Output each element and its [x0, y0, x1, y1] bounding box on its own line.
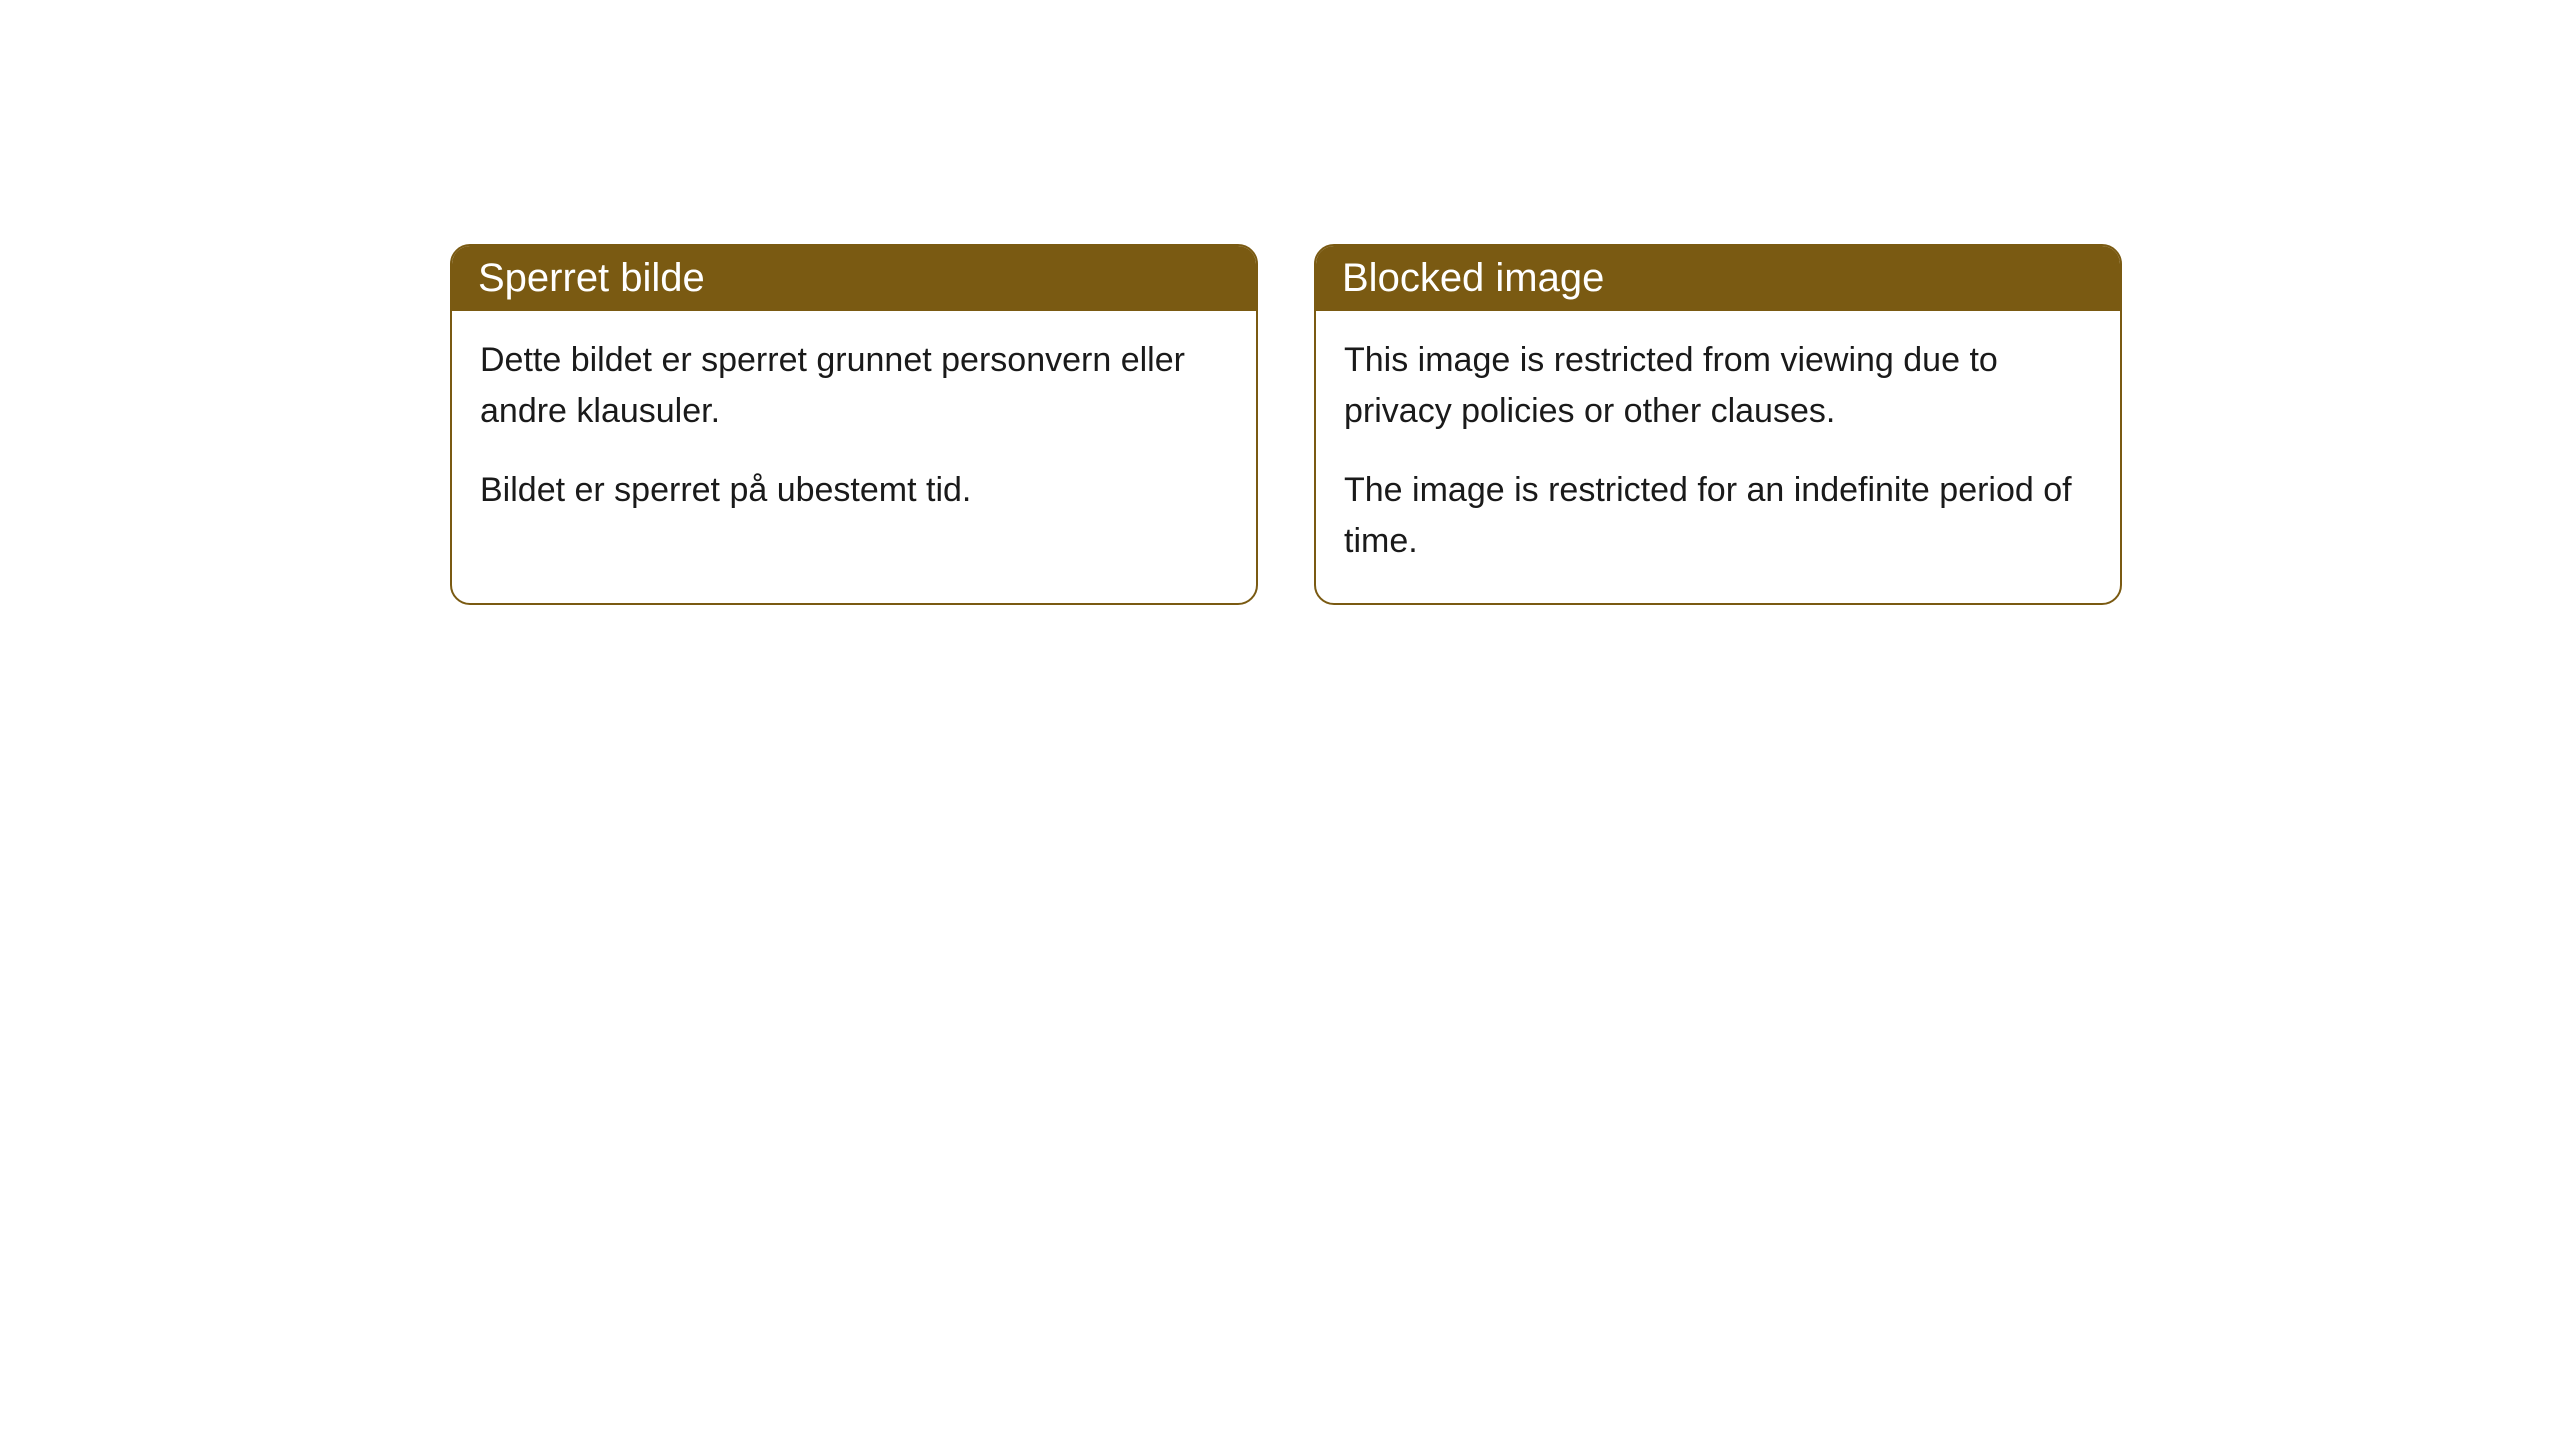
card-paragraph: The image is restricted for an indefinit…: [1344, 465, 2092, 567]
card-paragraph: Dette bildet er sperret grunnet personve…: [480, 335, 1228, 437]
card-body: This image is restricted from viewing du…: [1316, 311, 2120, 603]
notice-container: Sperret bilde Dette bildet er sperret gr…: [450, 244, 2122, 605]
notice-card-english: Blocked image This image is restricted f…: [1314, 244, 2122, 605]
card-header: Sperret bilde: [452, 246, 1256, 311]
card-paragraph: This image is restricted from viewing du…: [1344, 335, 2092, 437]
card-paragraph: Bildet er sperret på ubestemt tid.: [480, 465, 1228, 516]
notice-card-norwegian: Sperret bilde Dette bildet er sperret gr…: [450, 244, 1258, 605]
card-body: Dette bildet er sperret grunnet personve…: [452, 311, 1256, 552]
card-title: Blocked image: [1342, 256, 1604, 300]
card-header: Blocked image: [1316, 246, 2120, 311]
card-title: Sperret bilde: [478, 256, 705, 300]
